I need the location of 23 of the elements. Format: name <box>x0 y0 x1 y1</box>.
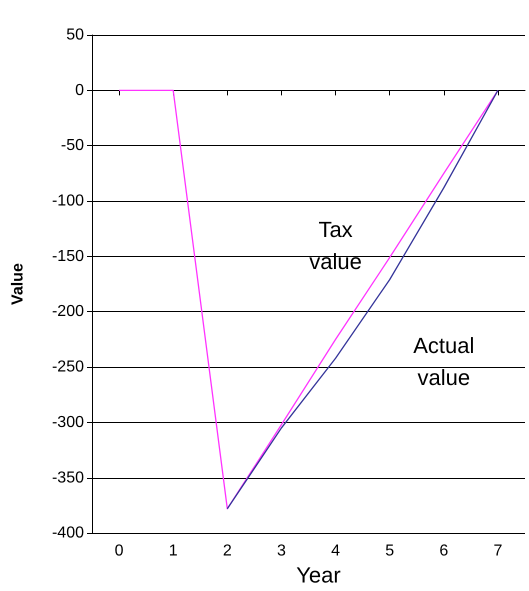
y-tick-label: 50 <box>66 26 84 44</box>
x-tick-label: 0 <box>114 542 124 560</box>
x-tick-label: 3 <box>276 542 286 560</box>
y-tick-label: -400 <box>52 524 84 542</box>
y-tick-label: -250 <box>52 358 84 376</box>
y-axis-title: Value <box>10 263 26 305</box>
y-tick-label: 0 <box>75 82 84 99</box>
y-tick-label: -300 <box>52 414 84 431</box>
y-tick-label: -100 <box>52 192 84 210</box>
text: Actual value <box>413 333 474 390</box>
line-series <box>118 90 499 510</box>
y-tick-label: -200 <box>52 303 84 320</box>
x-tick-label: 2 <box>222 542 232 560</box>
x-tick-label: 7 <box>493 542 502 560</box>
line-series <box>226 90 499 510</box>
y-tick-label: -350 <box>52 469 84 486</box>
x-tick-label: 4 <box>331 542 340 560</box>
x-tick-label: 5 <box>385 542 394 560</box>
x-tick-label: 6 <box>439 542 448 560</box>
y-tick-label: -50 <box>60 137 84 154</box>
x-tick-label: 1 <box>168 542 178 560</box>
x-axis-title: Year <box>296 562 341 588</box>
y-tick-label: -150 <box>52 248 84 265</box>
